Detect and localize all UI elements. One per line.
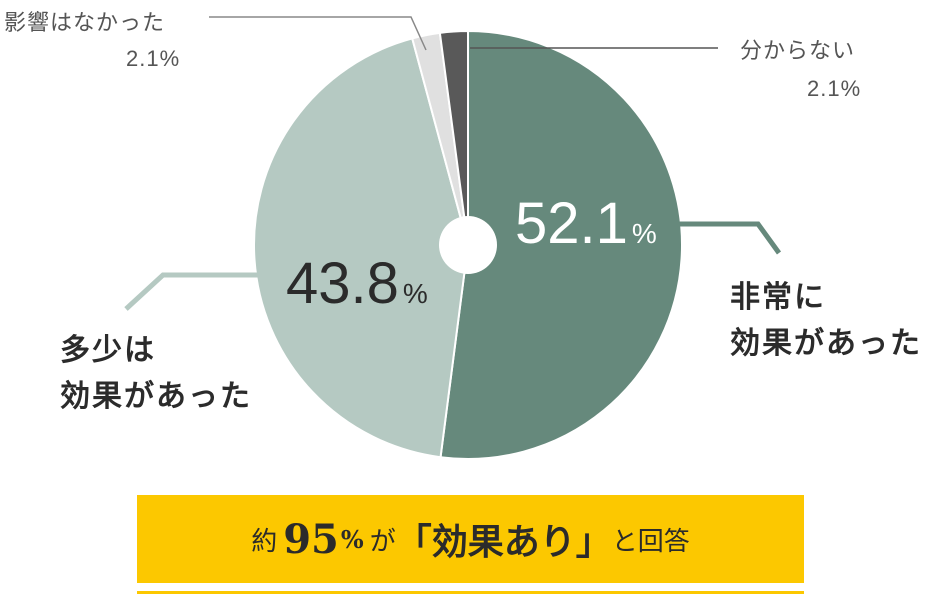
- banner-percent: %: [340, 524, 364, 554]
- pct-very-effective-value: 52.1: [515, 191, 628, 256]
- banner-suffix: と回答: [611, 526, 690, 557]
- pie-slices: [253, 29, 683, 460]
- label-somewhat-effective: 多少は 効果があった: [60, 328, 252, 420]
- pie-slice-somewhat-effective: [253, 37, 470, 459]
- label-very-effective-line1: 非常に: [730, 280, 826, 315]
- banner-particle: が: [369, 526, 396, 557]
- pct-somewhat-effective-value: 43.8: [286, 251, 399, 316]
- pie-center-hole: [439, 216, 497, 274]
- pie-slice-unknown: [438, 29, 469, 246]
- banner-phrase: 効果あり: [431, 521, 576, 563]
- pct-very-effective: 52.1%: [515, 190, 657, 257]
- pct-unknown: 2.1%: [807, 76, 862, 101]
- pct-no-effect: 2.1%: [126, 46, 181, 71]
- banner-prefix: 約: [251, 526, 278, 557]
- label-somewhat-effective-line2: 効果があった: [60, 379, 252, 414]
- label-very-effective: 非常に 効果があった: [730, 275, 922, 367]
- label-somewhat-effective-line1: 多少は: [60, 333, 156, 368]
- pct-somewhat-effective-unit: %: [402, 278, 428, 309]
- banner-underline: [137, 591, 804, 594]
- summary-banner: 約 95 % が 「 効果あり 」 と回答: [137, 495, 804, 583]
- label-no-effect: 影響はなかった: [4, 11, 166, 36]
- label-very-effective-line2: 効果があった: [730, 326, 922, 361]
- leader-line-very-effective: [668, 221, 782, 255]
- banner-number: 95: [283, 515, 339, 563]
- banner-quote-open: 「: [395, 521, 432, 563]
- leader-line-no-effect: [209, 16, 427, 51]
- pct-somewhat-effective: 43.8%: [286, 250, 428, 317]
- label-unknown: 分からない: [740, 39, 856, 64]
- leader-line-somewhat-effective: [124, 272, 259, 311]
- pie-slice-very-effective: [439, 29, 683, 460]
- pct-very-effective-unit: %: [631, 218, 657, 249]
- banner-quote-close: 」: [575, 521, 612, 563]
